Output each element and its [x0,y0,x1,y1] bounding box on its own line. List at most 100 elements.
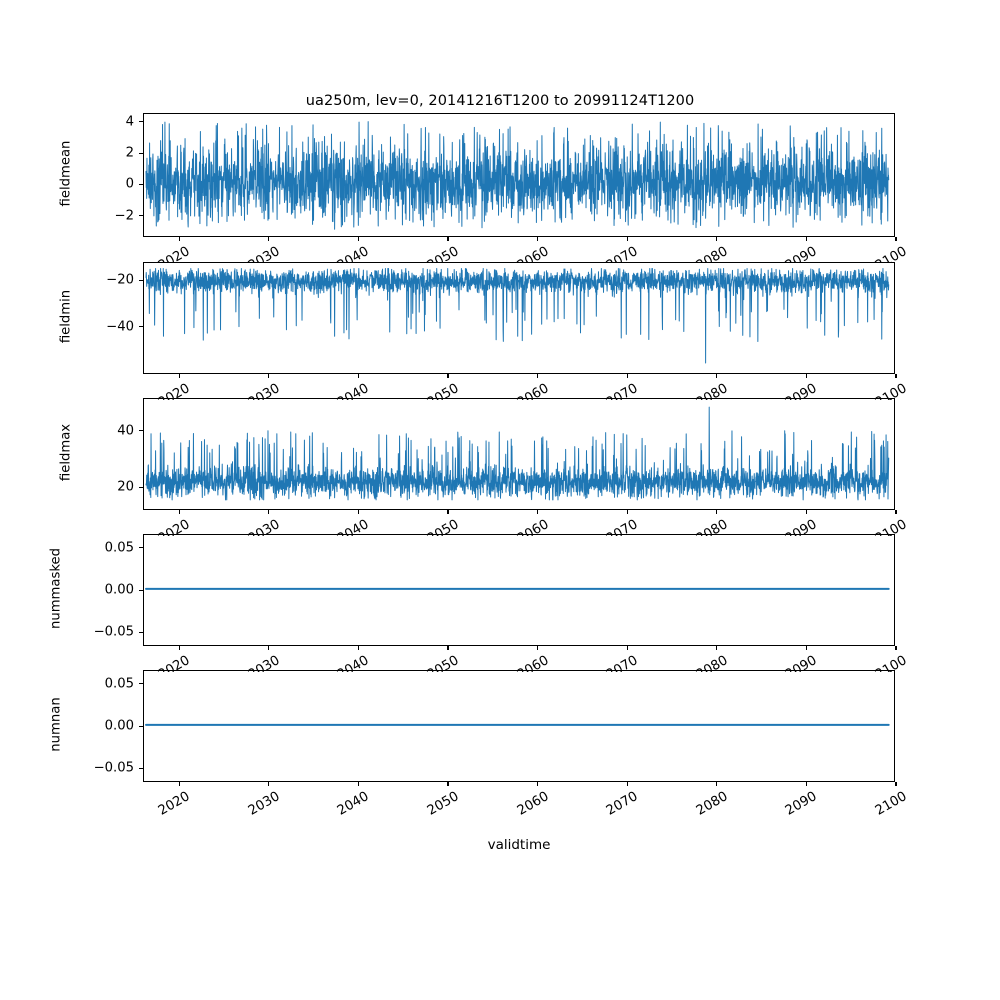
plot-panel-fieldmin [143,262,895,374]
x-tick-mark [268,646,270,650]
x-tick-label: 2040 [335,789,372,819]
y-tick-label: 0.05 [104,676,134,692]
x-tick-group: 2020 2030 2040 2050 2060 2070 2080 2090 2100 [0,374,1000,400]
y-tick-label: −0.05 [93,760,134,776]
y-tick-label: 0.00 [104,718,134,734]
x-tick-group: 2020 2030 2040 2050 2060 2070 2080 2090 2100 [0,237,1000,263]
x-tick-label: 2020 [156,244,193,263]
x-tick-label: 2100 [872,244,910,263]
x-tick-mark [178,374,180,378]
y-tick-label: −40 [106,319,134,335]
x-tick-mark [716,782,718,786]
y-tick-label: 0 [125,176,134,192]
x-tick-mark [268,782,270,786]
x-tick-mark [268,237,270,241]
y-tick-label: −20 [106,272,134,288]
y-axis-label-fieldmin: fieldmin [58,289,74,344]
x-tick-mark [268,374,270,378]
x-tick-label: 2070 [604,789,641,819]
series-canvas-nummasked [144,535,894,645]
x-tick-mark [447,782,449,786]
x-tick-mark [357,782,359,786]
x-tick-mark [537,237,539,241]
x-tick-label: 2050 [424,244,462,263]
x-axis-label: validtime [487,837,551,853]
plot-panel-fieldmax [143,398,895,510]
series-canvas-fieldmean [144,114,894,236]
x-tick-label: 2050 [424,789,462,819]
y-tick-mark [139,279,143,282]
x-tick-label: 2070 [604,244,641,263]
y-tick-mark [139,725,143,727]
figure-title: ua250m, lev=0, 20141216T1200 to 20991124… [305,93,695,109]
y-axis-label-fieldmax: fieldmax [58,423,74,482]
y-tick-label: −2 [114,208,134,224]
plot-panel-numnan [143,670,895,782]
x-tick-label: 2060 [514,244,552,263]
y-tick-mark [139,326,143,328]
x-tick-label: 2080 [693,789,731,819]
x-tick-label: 2100 [872,789,910,819]
x-tick-mark [447,374,449,378]
x-tick-mark [716,237,718,241]
x-tick-mark [805,374,807,378]
x-tick-mark [178,646,180,650]
x-tick-mark [268,510,270,514]
x-tick-mark [626,646,628,650]
x-tick-label: 2020 [156,789,193,819]
x-tick-mark [805,782,807,786]
y-tick-label: 20 [117,479,134,495]
y-tick-mark [139,589,143,591]
x-tick-mark [357,237,359,241]
x-tick-mark [178,237,180,241]
y-tick-mark [139,767,143,770]
x-tick-mark [447,510,449,514]
x-tick-mark [805,646,807,650]
plot-panel-nummasked [143,534,895,646]
y-tick-mark [139,631,143,634]
x-tick-mark [626,374,628,378]
x-tick-mark [716,646,718,650]
y-tick-mark [139,430,143,432]
x-tick-mark [626,237,628,241]
x-tick-mark [537,646,539,650]
y-tick-label: 0.00 [104,582,134,598]
x-tick-mark [537,782,539,786]
x-tick-mark [895,237,897,241]
x-tick-group: 2020 2030 2040 2050 2060 2070 2080 2090 2100 [0,646,1000,672]
x-tick-mark [716,374,718,378]
x-tick-label: 2090 [783,244,820,263]
x-tick-mark [895,646,897,650]
x-tick-mark [895,510,897,514]
y-tick-label: 2 [125,145,134,161]
y-tick-mark [139,683,143,685]
x-tick-mark [178,782,180,786]
x-tick-mark [447,237,449,241]
y-tick-mark [139,121,143,123]
x-tick-label: 2080 [693,244,731,263]
x-tick-mark [895,374,897,378]
x-tick-mark [805,237,807,241]
y-tick-mark [139,547,143,549]
x-tick-mark [447,646,449,650]
x-tick-label: 2040 [335,244,372,263]
y-tick-mark [139,486,143,488]
x-tick-mark [537,374,539,378]
x-tick-group: 2020 2030 2040 2050 2060 2070 2080 2090 2100 [0,510,1000,536]
y-tick-mark [139,215,143,217]
y-tick-mark [139,183,143,186]
x-tick-mark [178,510,180,514]
x-tick-label: 2060 [514,789,552,819]
x-tick-label: 2090 [783,789,820,819]
series-canvas-fieldmax [144,399,894,509]
x-tick-mark [895,782,897,786]
x-tick-label: 2030 [245,244,283,263]
y-tick-mark [139,152,143,154]
x-tick-label: 2030 [245,789,283,819]
y-tick-label: 40 [117,423,134,439]
y-tick-label: 4 [125,114,134,130]
plot-panel-fieldmean [143,113,895,237]
x-tick-mark [626,782,628,786]
x-tick-mark [537,510,539,514]
